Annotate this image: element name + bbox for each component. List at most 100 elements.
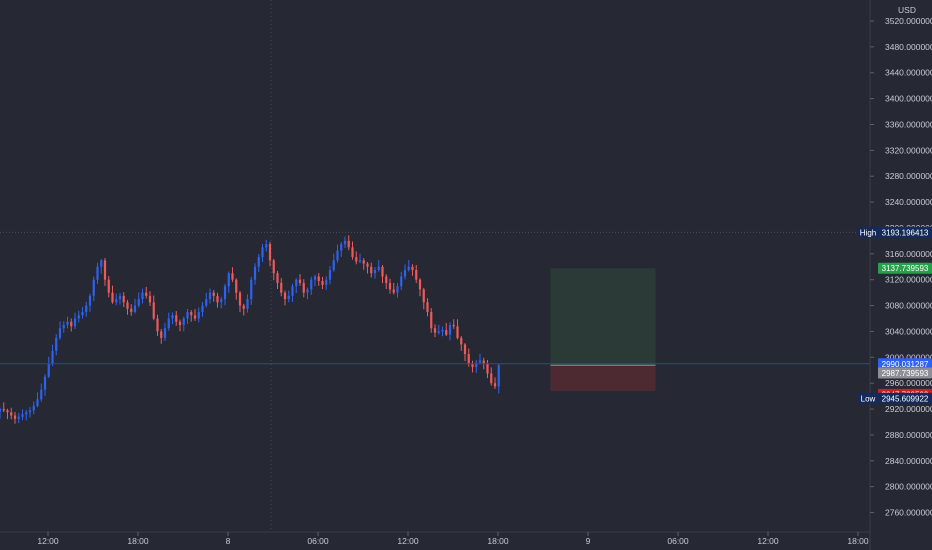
candle-up — [441, 330, 444, 332]
candle-up — [205, 299, 208, 306]
candle-down — [145, 292, 148, 296]
price-tick-label: 3480.000000 — [885, 42, 932, 52]
entry-tag-bg — [878, 367, 932, 379]
time-axis[interactable]: 12:00 18:00 8 06:00 12:00 18:00 9 06:00 12:00 18:… — [37, 532, 869, 546]
price-tick-label: 2840.000000 — [885, 456, 932, 466]
candle-up — [475, 362, 478, 368]
price-tick-label: 2920.000000 — [885, 404, 932, 414]
price-tick-label: 3080.000000 — [885, 301, 932, 311]
candle-down — [148, 295, 152, 303]
target-tag-bg — [878, 262, 932, 274]
candle-down — [216, 295, 219, 303]
candle-up — [85, 305, 88, 313]
price-tick-label: 3240.000000 — [885, 197, 932, 207]
candle-up — [343, 240, 347, 245]
candle-down — [280, 282, 283, 293]
candle-up — [32, 405, 35, 411]
candle-down — [130, 308, 133, 313]
entry-tag-value: 2987.739593 — [882, 369, 929, 378]
candle-up — [246, 299, 249, 309]
price-tick-label: 3400.000000 — [885, 94, 932, 104]
candle-up — [0, 409, 2, 412]
time-tick-label: 12:00 — [397, 536, 419, 546]
price-tags: 3193.1964133137.7395932990.03128706:0529… — [858, 226, 932, 404]
candle-up — [336, 250, 339, 261]
candle-up — [118, 295, 122, 300]
candle-up — [328, 269, 332, 280]
candle-down — [463, 344, 467, 355]
candle-up — [396, 286, 399, 293]
candle-down — [388, 282, 392, 290]
candle-up — [295, 279, 298, 287]
candle-down — [456, 326, 459, 338]
candle-down — [152, 302, 155, 319]
price-tick-label: 3040.000000 — [885, 326, 932, 336]
candle-up — [141, 292, 144, 300]
candle-down — [392, 289, 395, 293]
candle-up — [332, 260, 335, 270]
time-tick-label: 12:00 — [37, 536, 59, 546]
long-position-tool[interactable] — [550, 268, 656, 392]
candle-down — [486, 363, 489, 374]
candle-down — [426, 302, 429, 313]
candle-down — [235, 279, 238, 293]
time-tick-label: 18:00 — [127, 536, 149, 546]
candle-down — [482, 360, 485, 364]
low-label: Low — [861, 394, 876, 403]
target-tag-value: 3137.739593 — [882, 264, 929, 273]
candle-down — [381, 266, 384, 277]
price-tick-label: 2760.000000 — [885, 508, 932, 518]
time-tick-label: 12:00 — [757, 536, 779, 546]
candle-down — [242, 305, 245, 309]
grid-lines — [0, 0, 871, 550]
candle-down — [111, 292, 114, 303]
candle-up — [223, 286, 227, 300]
candle-down — [411, 266, 414, 270]
candle-up — [28, 410, 32, 413]
candle-up — [186, 312, 189, 319]
price-tick-label: 3320.000000 — [885, 145, 932, 155]
candle-up — [403, 269, 407, 277]
candle-up — [250, 279, 253, 300]
candle-up — [182, 318, 185, 325]
candle-down — [276, 273, 279, 283]
candle-down — [362, 260, 365, 264]
last-price-tag-value: 2990.031287 — [882, 360, 929, 369]
candle-down — [430, 312, 433, 329]
candle-up — [478, 360, 482, 363]
candle-up — [43, 376, 47, 390]
candle-up — [325, 279, 328, 285]
candle-up — [291, 286, 294, 296]
price-tick-label: 3000.000000 — [885, 352, 932, 362]
candlestick-series — [0, 235, 500, 424]
candle-down — [126, 302, 129, 309]
candle-up — [81, 312, 84, 316]
profit-zone[interactable] — [550, 268, 656, 366]
time-tick-label: 9 — [586, 536, 591, 546]
price-tick-label: 2800.000000 — [885, 482, 932, 492]
price-tick-label: 3120.000000 — [885, 275, 932, 285]
candle-up — [313, 276, 317, 280]
price-tick-label: 3160.000000 — [885, 249, 932, 259]
candle-up — [137, 299, 140, 306]
price-lines — [0, 231, 870, 365]
candle-up — [21, 414, 24, 417]
candle-up — [437, 331, 440, 333]
price-tick-label: 3440.000000 — [885, 68, 932, 78]
candle-down — [190, 312, 193, 316]
high-label: High — [860, 228, 876, 237]
candle-down — [302, 282, 305, 293]
candle-down — [13, 415, 17, 419]
candle-up — [253, 266, 257, 280]
candle-up — [220, 299, 223, 303]
price-tick-label: 3360.000000 — [885, 119, 932, 129]
candle-down — [238, 292, 242, 306]
candle-down — [178, 321, 182, 325]
candle-up — [208, 292, 212, 300]
candle-up — [40, 389, 43, 400]
candle-down — [467, 354, 470, 364]
loss-zone[interactable] — [550, 365, 656, 392]
candle-up — [257, 257, 260, 267]
